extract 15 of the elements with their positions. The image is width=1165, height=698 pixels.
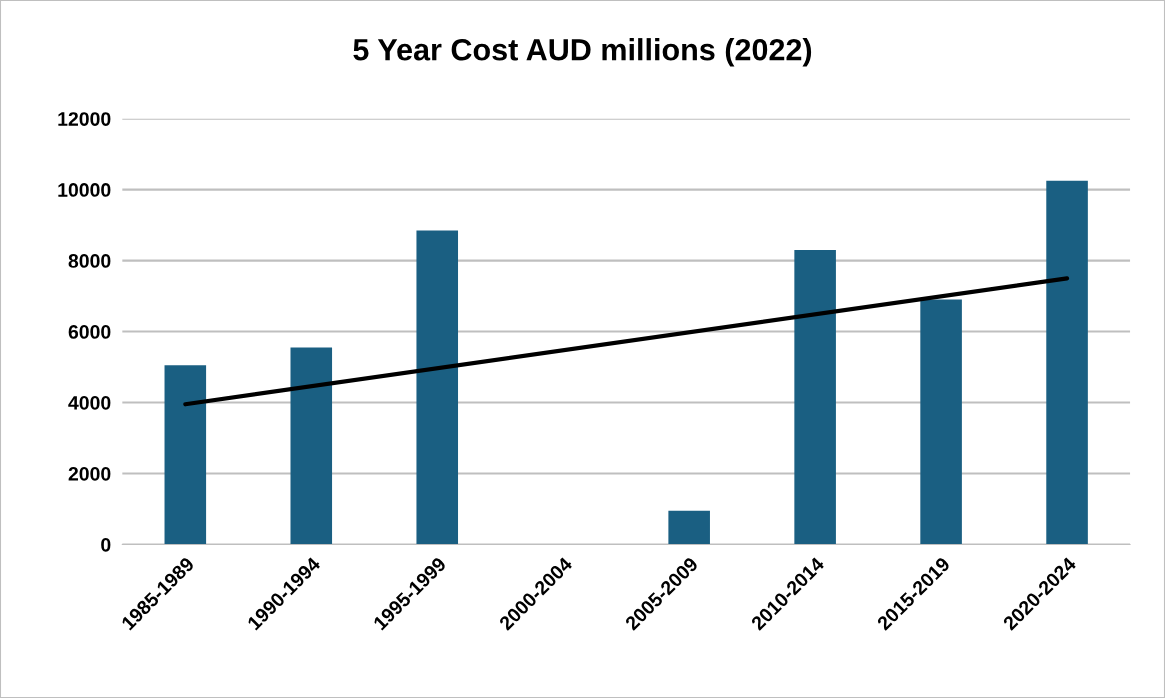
bar bbox=[794, 249, 836, 545]
bar bbox=[1046, 180, 1088, 545]
y-tick-label: 8000 bbox=[68, 254, 111, 268]
bar bbox=[920, 299, 962, 545]
bar bbox=[164, 365, 207, 545]
chart-title: 5 Year Cost AUD millions (2022) bbox=[353, 38, 812, 67]
y-tick-label: 2000 bbox=[68, 466, 111, 481]
y-tick-label: 0 bbox=[101, 537, 111, 552]
bar bbox=[668, 510, 710, 545]
bar bbox=[416, 230, 459, 545]
y-tick-label: 6000 bbox=[68, 325, 111, 339]
bar bbox=[290, 347, 333, 545]
y-tick-label: 12000 bbox=[58, 112, 111, 126]
y-tick-label: 4000 bbox=[68, 395, 111, 410]
y-tick-label: 10000 bbox=[58, 183, 111, 197]
